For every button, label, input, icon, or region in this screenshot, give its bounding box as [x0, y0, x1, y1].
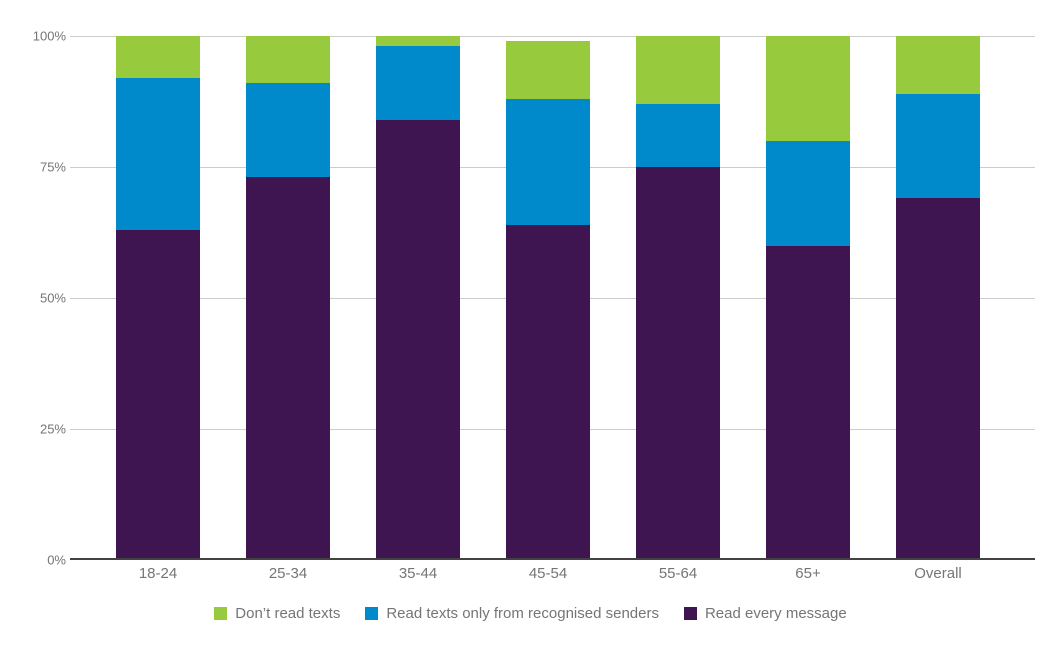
segment-don-t-read-texts-45-54: [506, 41, 590, 99]
segment-read-every-message-35-44: [376, 119, 460, 560]
x-axis-label-overall: Overall: [914, 565, 962, 582]
legend-label: Read every message: [704, 605, 847, 622]
legend-label: Read texts only from recognised senders: [386, 605, 659, 622]
segment-read-texts-only-from-recognised-senders-18-24: [116, 77, 200, 230]
legend-swatch-icon: [214, 607, 228, 620]
segment-don-t-read-texts-18-24: [116, 36, 200, 78]
x-axis-label-25-34: 25-34: [268, 565, 308, 582]
legend: Don’t read texts Read texts only from rec…: [0, 606, 1061, 621]
segment-don-t-read-texts-35-44: [376, 36, 460, 47]
x-axis: 18-24 25-34 35-44 45-54 55-64 65+ Overall: [70, 566, 1035, 586]
gridline-100: [70, 35, 1035, 37]
x-axis-line: [70, 558, 1035, 560]
segment-read-texts-only-from-recognised-senders-35-44: [376, 46, 460, 120]
segment-read-every-message-55-64: [636, 167, 720, 560]
segment-read-every-message-25-34: [246, 177, 330, 560]
bar-65: [766, 36, 850, 560]
plot-area: [70, 35, 1035, 560]
legend-swatch-icon: [365, 607, 379, 620]
bar-55-64: [636, 36, 720, 560]
legend-item-read-every-message: Read every message: [683, 605, 847, 622]
x-axis-label-45-54: 45-54: [528, 565, 568, 582]
segment-read-texts-only-from-recognised-senders-45-54: [506, 98, 590, 225]
legend-item-read-texts-only-from-recognised-senders: Read texts only from recognised senders: [365, 606, 659, 621]
bar-overall: [896, 36, 980, 560]
x-axis-label-65: 65+: [795, 565, 821, 582]
bar-45-54: [506, 36, 590, 560]
segment-read-texts-only-from-recognised-senders-55-64: [636, 104, 720, 167]
legend-item-don-t-read-texts: Don’t read texts: [214, 606, 340, 621]
segment-read-texts-only-from-recognised-senders-65: [766, 140, 850, 246]
segment-don-t-read-texts-65: [766, 36, 850, 141]
y-axis: 100% 75% 50% 25% 0%: [0, 30, 66, 567]
x-axis-label-18-24: 18-24: [138, 565, 178, 582]
segment-read-every-message-45-54: [506, 224, 590, 560]
segment-don-t-read-texts-overall: [896, 36, 980, 94]
x-axis-label-35-44: 35-44: [398, 565, 438, 582]
segment-read-every-message-overall: [896, 198, 980, 560]
y-tick-label-75: 75%: [39, 159, 66, 175]
y-tick-label-25: 25%: [39, 421, 66, 437]
y-tick-label-100: 100%: [32, 28, 66, 44]
y-tick-label-50: 50%: [39, 290, 66, 306]
x-axis-label-55-64: 55-64: [658, 565, 698, 582]
bar-35-44: [376, 36, 460, 560]
segment-don-t-read-texts-25-34: [246, 36, 330, 84]
legend-label: Don’t read texts: [235, 605, 341, 622]
legend-swatch-icon: [683, 607, 697, 620]
segment-read-every-message-18-24: [116, 229, 200, 560]
segment-read-texts-only-from-recognised-senders-25-34: [246, 83, 330, 178]
bar-18-24: [116, 36, 200, 560]
segment-read-texts-only-from-recognised-senders-overall: [896, 93, 980, 199]
bar-25-34: [246, 36, 330, 560]
y-tick-label-0: 0%: [47, 552, 66, 568]
segment-read-every-message-65: [766, 245, 850, 560]
segment-don-t-read-texts-55-64: [636, 36, 720, 105]
